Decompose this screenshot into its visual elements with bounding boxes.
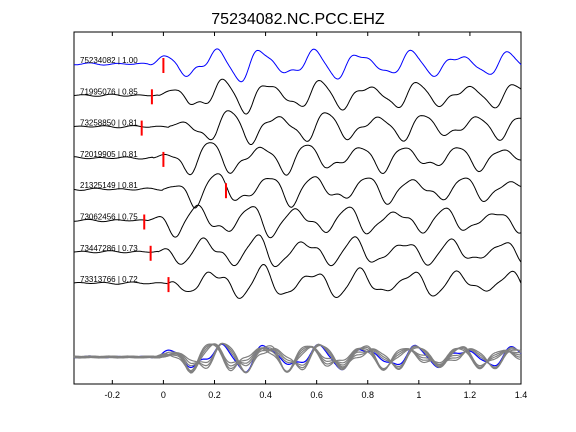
x-tick-label: 0.6 xyxy=(310,390,323,400)
waveform-trace-71995076 xyxy=(73,78,522,115)
trace-label-72019905: 72019905 | 0.81 xyxy=(80,150,138,159)
trace-labels-layer: 75234082 | 1.00 71995076 | 0.85 73258850 |… xyxy=(80,56,138,284)
stack-layer xyxy=(73,342,522,374)
x-axis-ticks: -0.2 0 0.2 0.4 0.6 0.8 1 1.2 1.4 xyxy=(105,32,528,400)
x-tick-label: 0 xyxy=(161,390,166,400)
waveform-trace-73447286 xyxy=(73,234,522,268)
picks-layer xyxy=(140,58,227,293)
x-tick-label: 0.2 xyxy=(208,390,221,400)
stack-trace-73447286 xyxy=(73,343,522,374)
trace-label-73258850: 73258850 | 0.81 xyxy=(80,119,138,128)
chart-title: 75234082.NC.PCC.EHZ xyxy=(211,11,385,28)
waveform-trace-73062456 xyxy=(74,204,522,239)
axes-frame xyxy=(73,31,522,385)
x-tick-label: 0.8 xyxy=(361,390,374,400)
trace-label-71995076: 71995076 | 0.85 xyxy=(80,87,138,96)
x-tick-label: 0.4 xyxy=(259,390,272,400)
traces-layer xyxy=(73,48,522,299)
trace-label-73313766: 73313766 | 0.72 xyxy=(80,275,138,284)
waveform-trace-21325149 xyxy=(73,173,522,209)
trace-label-73447286: 73447286 | 0.73 xyxy=(80,244,138,253)
x-tick-label: 1.2 xyxy=(464,390,477,400)
trace-label-75234082: 75234082 | 1.00 xyxy=(80,56,138,65)
plot-area: 75234082 | 1.00 71995076 | 0.85 73258850 |… xyxy=(73,31,528,400)
trace-label-73062456: 73062456 | 0.75 xyxy=(80,213,138,222)
waveform-trace-72019905 xyxy=(74,142,522,176)
waveform-trace-73258850 xyxy=(73,110,522,145)
trace-label-21325149: 21325149 | 0.81 xyxy=(80,181,138,190)
waveform-trace-73313766 xyxy=(73,263,522,299)
x-tick-label: 1 xyxy=(416,390,421,400)
stack-trace-73313766 xyxy=(74,343,522,373)
waveform-trace-75234082 xyxy=(74,48,522,83)
x-tick-label: -0.2 xyxy=(105,390,121,400)
x-tick-label: 1.4 xyxy=(515,390,528,400)
